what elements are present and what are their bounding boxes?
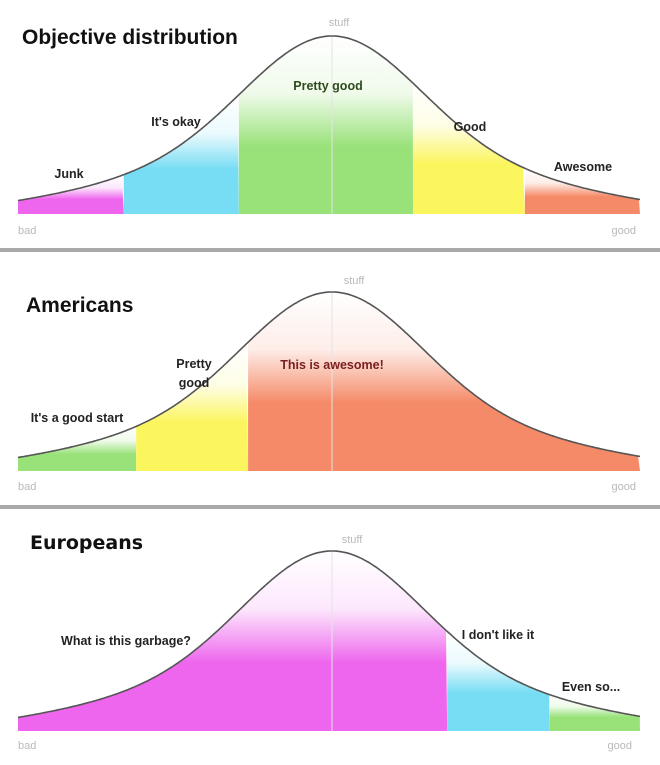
peak-label: stuff [342,534,364,546]
segment-label: It's a good start [31,411,124,425]
band-cyan [447,631,550,731]
axis-label-bad: bad [18,481,36,493]
panel-europeans: Europeans stuff bad good What is this garbag… [0,513,660,765]
panel-title: Objective distribution [22,26,238,49]
segment-label: I don't like it [462,628,535,642]
band-yellow [136,344,249,471]
axis-label-good: good [608,740,632,752]
segment-label: Awesome [554,160,612,174]
peak-label: stuff [344,275,366,287]
segment-label: This is awesome! [280,358,384,372]
band-cyan [123,95,239,214]
band-magenta [18,551,448,731]
band-green [238,36,413,214]
bell-curve [17,35,641,202]
axis-label-good: good [612,481,636,493]
divider [0,248,660,252]
bell-curve [17,291,641,459]
band-yellow [413,83,525,214]
segment-label: Good [454,120,487,134]
peak-label: stuff [329,17,351,29]
axis-label-bad: bad [18,225,36,237]
distribution-chart: Americans stuff bad good It's a good start Pr… [17,275,641,493]
segment-label: Pretty good [293,79,362,93]
divider [0,505,660,509]
distribution-chart: Objective distribution stuff bad good Junk It… [17,17,641,237]
band-magenta [18,175,124,214]
distribution-chart: Europeans stuff bad good What is this garbag… [17,532,641,752]
axis-label-bad: bad [18,740,36,752]
axis-label-good: good [612,225,636,237]
panel-americans: Americans stuff bad good It's a good start Pr… [0,256,660,505]
segment-label: What is this garbage? [61,634,191,648]
panel-title: Americans [26,294,133,317]
panel-title: Europeans [30,532,143,554]
bell-curve [17,550,641,719]
segment-label: It's okay [151,115,201,129]
segment-label: Pretty good [176,357,211,390]
band-orange [248,292,640,471]
segment-label: Junk [54,167,83,181]
panel-objective-distribution: Objective distribution stuff bad good Junk It… [0,0,660,248]
band-green [549,694,640,731]
segment-label: Even so... [562,680,620,694]
